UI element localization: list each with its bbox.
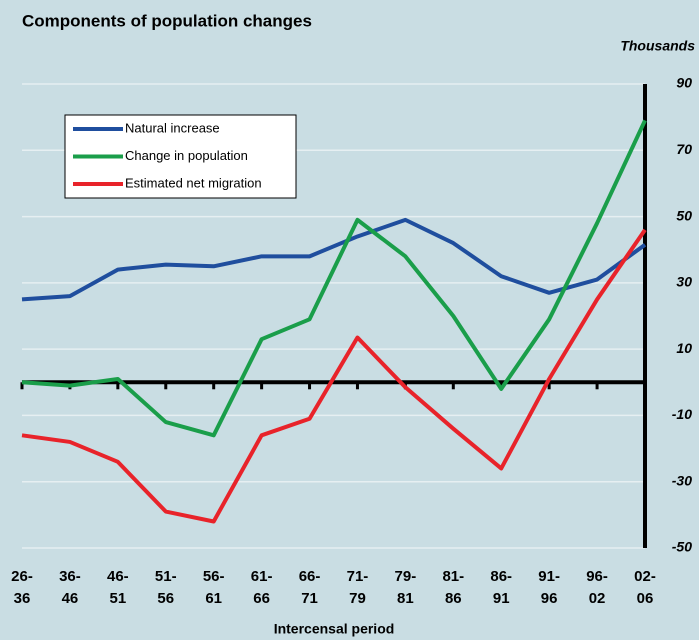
y-tick-label: 50 — [676, 207, 692, 223]
legend-label: Estimated net migration — [125, 175, 262, 190]
y-tick-label: 30 — [676, 274, 692, 290]
x-tick-label: 51-56 — [154, 568, 177, 607]
series-line — [21, 217, 647, 302]
y-tick-label: -50 — [672, 539, 692, 555]
x-tick-label: 26-36 — [11, 568, 33, 607]
legend-label: Natural increase — [125, 120, 220, 135]
x-tick-label: 79-81 — [394, 568, 417, 607]
x-tick-label: 86-91 — [490, 568, 513, 607]
y-tick-label: 70 — [676, 141, 692, 157]
x-tick-label: 71-79 — [346, 568, 369, 607]
y-tick-label: 10 — [676, 340, 692, 356]
y-unit-label: Thousands — [620, 38, 695, 54]
legend-label: Change in population — [125, 148, 248, 163]
x-tick-label: 96-02 — [586, 568, 608, 607]
x-axis-label: Intercensal period — [274, 621, 395, 637]
x-tick-label: 81-86 — [442, 568, 465, 607]
chart-title: Components of population changes — [22, 11, 312, 30]
x-tick-label: 36-46 — [59, 568, 81, 607]
x-tick-label: 91-96 — [538, 568, 560, 607]
x-tick-label: 02-06 — [634, 568, 656, 607]
x-tick-label: 56-61 — [202, 568, 225, 607]
series-line — [21, 119, 647, 438]
x-tick-label: 61-66 — [250, 568, 273, 607]
y-tick-label: -30 — [672, 472, 692, 488]
series-line — [21, 228, 647, 524]
x-tick-label: 46-51 — [107, 568, 129, 607]
x-tick-label: 66-71 — [298, 568, 321, 607]
y-tick-label: -10 — [672, 406, 692, 422]
y-tick-label: 90 — [676, 75, 692, 91]
